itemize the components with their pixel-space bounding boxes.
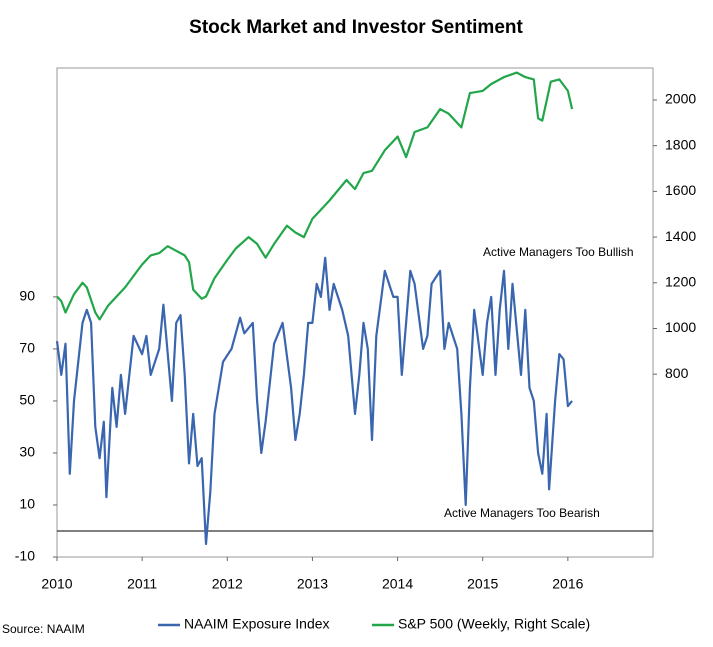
x-tick-label: 2014 xyxy=(382,576,413,592)
plot-frame xyxy=(56,67,654,558)
y-tick-label: 10 xyxy=(19,496,35,512)
source: Source: NAAIM xyxy=(2,622,85,636)
y-tick-label: 70 xyxy=(19,340,35,356)
y2-tick-label: 1000 xyxy=(665,319,696,335)
y2-tick-label: 1600 xyxy=(665,182,696,198)
annotation: Active Managers Too Bearish xyxy=(444,506,600,520)
series-line xyxy=(56,71,574,321)
y2-tick-label: 2000 xyxy=(665,91,696,107)
x-tick-label: 2012 xyxy=(212,576,243,592)
x-tick-label: 2010 xyxy=(41,576,72,592)
y-tick-label: 90 xyxy=(19,288,35,304)
series-line xyxy=(55,256,573,546)
legend-label: S&P 500 (Weekly, Right Scale) xyxy=(398,616,590,632)
y2-tick-label: 1400 xyxy=(665,228,696,244)
x-tick-label: 2016 xyxy=(552,576,583,592)
chart-title: Stock Market and Investor Sentiment xyxy=(189,17,523,38)
annotation: Active Managers Too Bullish xyxy=(483,245,634,259)
y2-tick-label: 1200 xyxy=(665,273,696,289)
y2-tick-label: 1800 xyxy=(665,136,696,152)
y-tick-label: -10 xyxy=(15,548,35,564)
y2-tick-label: 800 xyxy=(665,365,689,381)
y-tick-label: 30 xyxy=(19,444,35,460)
legend-label: NAAIM Exposure Index xyxy=(184,616,330,632)
y-tick-label: 50 xyxy=(19,392,35,408)
x-tick-label: 2011 xyxy=(127,576,157,592)
x-tick-label: 2013 xyxy=(297,576,328,592)
x-tick-label: 2015 xyxy=(467,576,498,592)
